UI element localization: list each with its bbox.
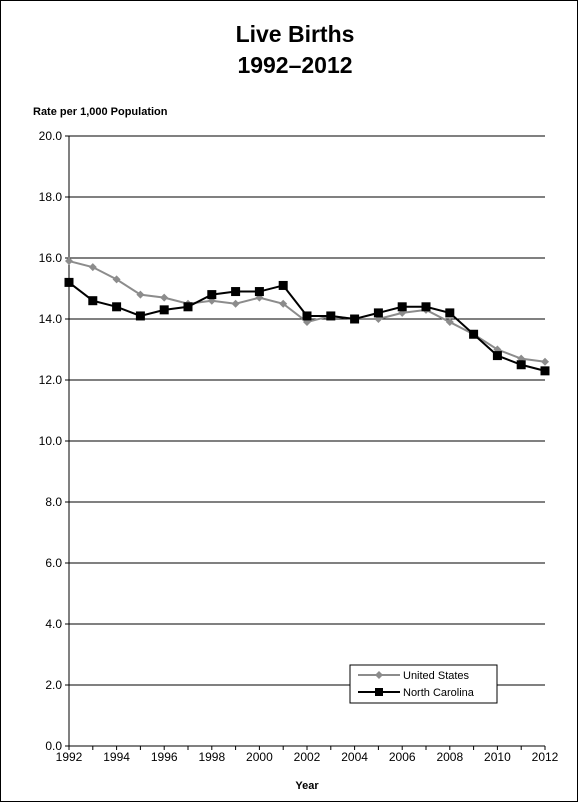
- series-layer: [64, 257, 550, 376]
- data-point-north-carolina: [397, 302, 407, 312]
- data-point-north-carolina: [159, 305, 169, 315]
- x-tick-labels: 1992 1994 1996 1998 2000 2002 2004 2006 2008 2010…: [56, 750, 559, 764]
- legend: United States North Carolina: [349, 664, 498, 704]
- y-tick-label: 0.0: [45, 739, 62, 753]
- data-point-north-carolina: [278, 280, 288, 290]
- x-tick-label: 2002: [294, 750, 321, 764]
- legend-box: [349, 664, 498, 704]
- series-united-states: [65, 257, 549, 366]
- series-north-carolina: [64, 277, 550, 376]
- y-tick-label: 6.0: [45, 556, 62, 570]
- data-point-north-carolina: [207, 290, 217, 300]
- data-point-north-carolina: [373, 308, 383, 318]
- x-axis-label: Year: [295, 780, 319, 792]
- x-tick-label: 2004: [341, 750, 368, 764]
- y-tick-label: 14.0: [39, 312, 63, 326]
- data-point-united-states: [231, 299, 240, 308]
- data-point-north-carolina: [254, 287, 264, 297]
- data-point-north-carolina: [469, 329, 479, 339]
- x-tick-label: 2006: [389, 750, 416, 764]
- data-point-north-carolina: [516, 360, 526, 370]
- data-point-north-carolina: [88, 296, 98, 306]
- y-axis-label: Rate per 1,000 Population: [33, 106, 168, 118]
- data-point-united-states: [160, 293, 169, 302]
- y-tick-label: 16.0: [39, 251, 63, 265]
- x-tick-label: 2012: [532, 750, 559, 764]
- data-point-north-carolina: [302, 311, 312, 321]
- data-point-north-carolina: [326, 311, 336, 321]
- data-point-united-states: [65, 257, 73, 266]
- x-tick-label: 2000: [246, 750, 273, 764]
- data-point-north-carolina: [112, 302, 122, 312]
- x-tick-label: 1994: [103, 750, 130, 764]
- diamond-marker-icon: [375, 671, 383, 679]
- legend-label-north-carolina: North Carolina: [403, 687, 475, 699]
- y-tick-label: 10.0: [39, 434, 63, 448]
- x-tick-label: 2008: [436, 750, 463, 764]
- data-point-north-carolina: [350, 314, 360, 324]
- legend-label-united-states: United States: [403, 670, 470, 682]
- y-tick-label: 8.0: [45, 495, 62, 509]
- data-point-united-states: [136, 290, 145, 299]
- x-tick-label: 2010: [484, 750, 511, 764]
- chart-title-line-1: Live Births: [236, 21, 355, 47]
- square-marker-icon: [375, 688, 383, 696]
- data-point-north-carolina: [183, 302, 193, 312]
- x-tick-label: 1998: [198, 750, 225, 764]
- legend-entry-united-states: United States: [358, 670, 470, 682]
- data-point-united-states: [112, 275, 121, 284]
- y-tick-label: 4.0: [45, 617, 62, 631]
- data-point-north-carolina: [445, 308, 455, 318]
- y-tick-label: 2.0: [45, 678, 62, 692]
- data-point-north-carolina: [421, 302, 431, 312]
- y-tick-label: 12.0: [39, 373, 63, 387]
- data-point-united-states: [279, 299, 288, 308]
- data-point-united-states: [541, 357, 549, 366]
- y-tick-labels: 0.0 2.0 4.0 6.0 8.0 10.0 12.0 14.0 16.0 18.0 20.0: [39, 129, 63, 753]
- data-point-united-states: [88, 263, 97, 272]
- data-point-north-carolina: [64, 277, 74, 287]
- data-point-north-carolina: [135, 311, 145, 321]
- x-tick-label: 1996: [151, 750, 178, 764]
- data-point-north-carolina: [231, 287, 241, 297]
- data-point-united-states: [445, 318, 454, 327]
- data-point-north-carolina: [492, 351, 502, 361]
- gridlines: [69, 135, 545, 747]
- y-tick-label: 18.0: [39, 190, 63, 204]
- chart-title-line-2: 1992–2012: [237, 52, 352, 78]
- series-line-united-states: [68, 260, 546, 363]
- x-tick-label: 1992: [56, 750, 83, 764]
- axes: [65, 135, 546, 750]
- y-tick-label: 20.0: [39, 129, 63, 143]
- legend-entry-north-carolina: North Carolina: [358, 687, 475, 699]
- data-point-north-carolina: [540, 366, 550, 376]
